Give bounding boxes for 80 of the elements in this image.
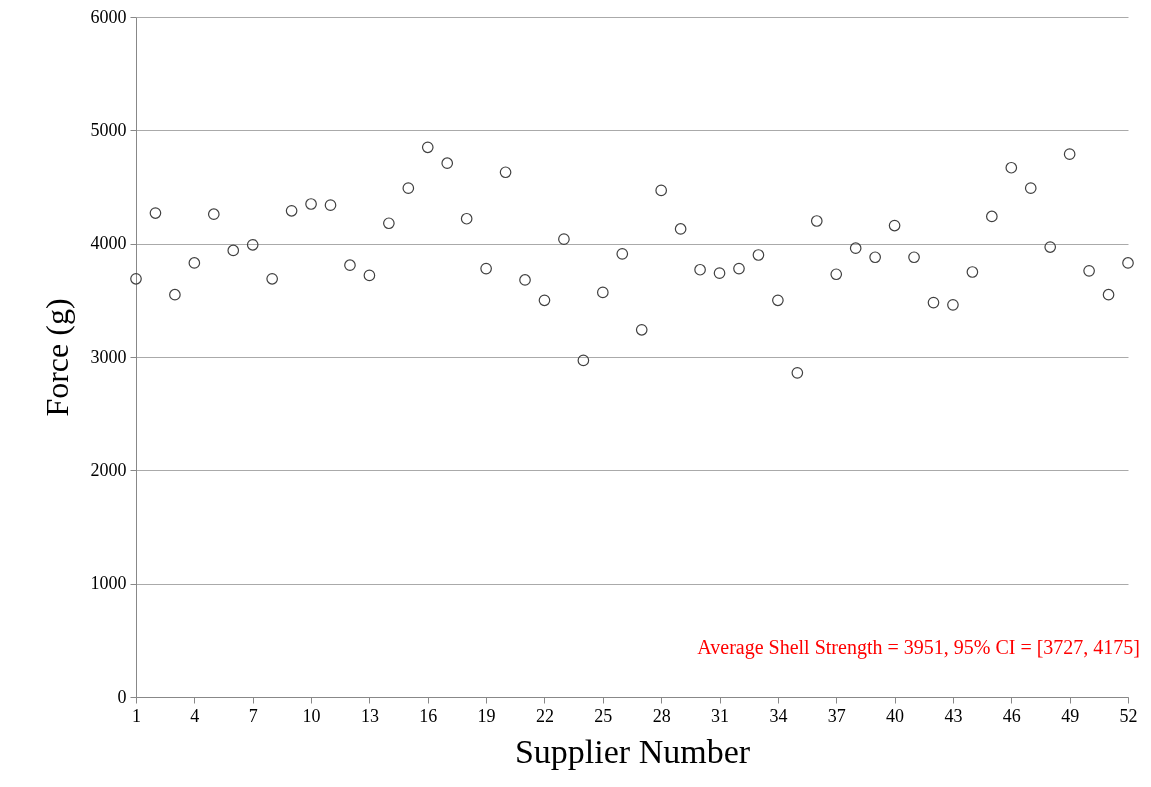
annotation: Average Shell Strength = 3951, 95% CI = [3727, 4175] [697, 636, 1140, 659]
point [383, 217, 395, 230]
point [772, 294, 784, 307]
point [1122, 257, 1134, 269]
x-tick-label: 25 [594, 705, 613, 726]
x-tick-label: 7 [248, 705, 258, 726]
point [1024, 182, 1037, 194]
point [460, 212, 473, 225]
point [927, 296, 940, 309]
point [285, 204, 298, 217]
point [207, 208, 220, 221]
point [577, 354, 590, 367]
point [499, 166, 512, 179]
point [908, 251, 920, 264]
point [130, 272, 142, 285]
point [538, 294, 551, 307]
point [1102, 288, 1115, 301]
point [324, 199, 337, 211]
x-tick-label: 46 [1002, 705, 1021, 726]
point [869, 251, 881, 264]
point [227, 244, 240, 257]
point [733, 262, 745, 275]
point [246, 238, 259, 251]
point [616, 248, 629, 260]
x-tick-label: 28 [652, 705, 671, 726]
point [188, 257, 201, 269]
y-tick-label: 3000 [90, 346, 127, 367]
point [1005, 161, 1018, 174]
x-tick-label: 43 [944, 705, 963, 726]
point [635, 323, 648, 336]
point [947, 299, 959, 311]
point [596, 286, 609, 299]
y-tick-label: 5000 [90, 119, 127, 140]
x-tick-label: 34 [769, 705, 788, 726]
x-tick-label: 13 [360, 705, 379, 726]
x-axis-title: Supplier Number [514, 732, 751, 770]
point [791, 367, 804, 379]
point [558, 233, 570, 245]
point [1063, 148, 1076, 160]
point [421, 141, 434, 154]
point [363, 269, 376, 282]
point [519, 274, 531, 286]
x-tick-label: 19 [477, 705, 496, 726]
x-tick-label: 22 [535, 705, 554, 726]
point [986, 210, 998, 223]
x-tick-label: 31 [711, 705, 730, 726]
y-tick-label: 1000 [90, 573, 127, 594]
point [169, 288, 181, 301]
point [888, 219, 901, 232]
point [752, 249, 765, 261]
point [149, 207, 162, 219]
point [266, 272, 278, 285]
point [713, 267, 726, 279]
point [966, 266, 979, 278]
x-tick-label: 10 [302, 705, 321, 726]
x-tick-label: 49 [1061, 705, 1080, 726]
point [810, 215, 823, 227]
point [674, 223, 687, 235]
point [480, 262, 492, 275]
x-tick-label: 1 [132, 705, 141, 726]
point [1044, 241, 1057, 253]
x-tick-label: 52 [1119, 705, 1138, 726]
x-tick-label: 37 [827, 705, 846, 726]
point [1083, 265, 1095, 277]
y-tick-label: 6000 [90, 6, 127, 27]
point [344, 259, 356, 272]
point [849, 242, 862, 255]
x-tick-label: 16 [419, 705, 438, 726]
point [441, 157, 454, 170]
point [694, 263, 706, 276]
y-tick-label: 4000 [90, 233, 127, 254]
y-axis-title: Force (g) [38, 298, 75, 417]
point [305, 198, 317, 210]
y-tick-label: 0 [117, 686, 127, 707]
x-tick-label: 40 [886, 705, 905, 726]
point [402, 182, 415, 194]
x-tick-label: 4 [190, 705, 200, 726]
point [655, 184, 668, 197]
point [830, 268, 843, 281]
y-tick-label: 2000 [90, 459, 127, 480]
